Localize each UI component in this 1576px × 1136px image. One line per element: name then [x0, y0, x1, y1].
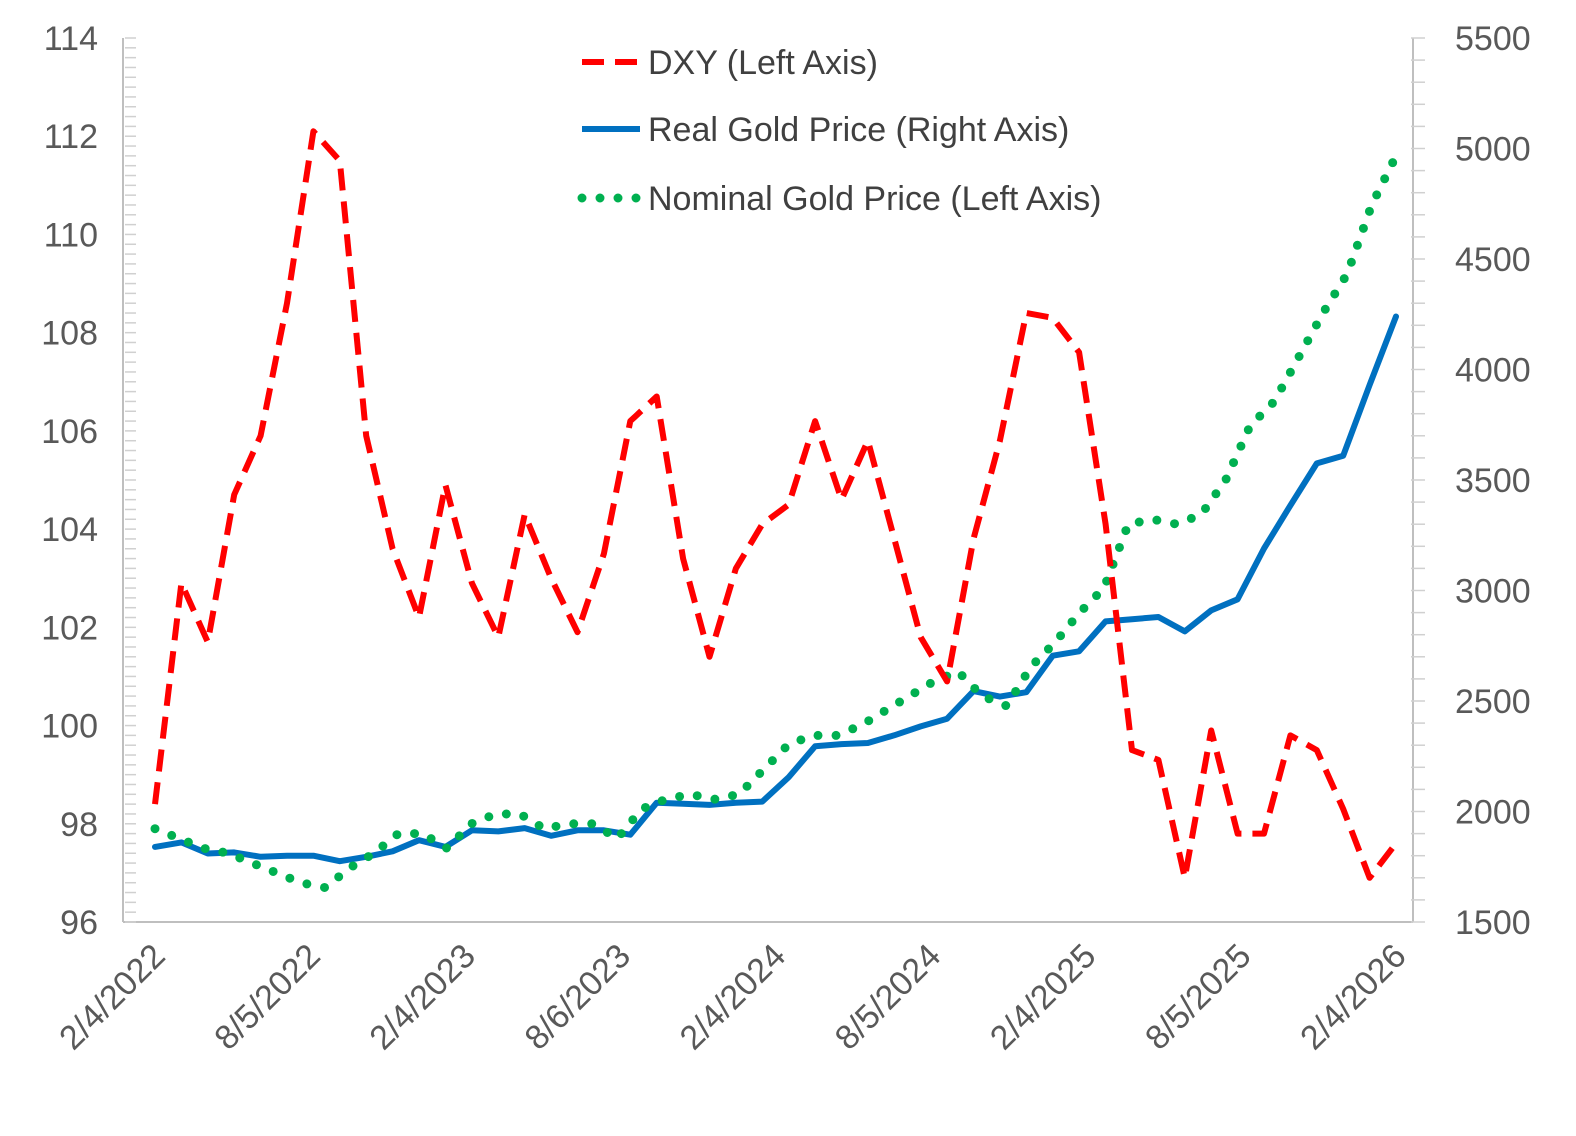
x-axis-tick-labels: 2/4/2022 8/5/2022 2/4/2023 8/6/2023 2/4/2024… [52, 937, 1413, 1057]
x-tick-label-2-4-2023: 2/4/2023 [362, 937, 482, 1057]
x-tick-label-2-4-2022: 2/4/2022 [52, 937, 172, 1057]
x-tick-label-8-6-2023: 8/6/2023 [518, 937, 638, 1057]
left-tick-label-112: 112 [44, 118, 98, 156]
right-tick-label-3500: 3500 [1455, 462, 1531, 500]
right-tick-label-1500: 1500 [1455, 904, 1531, 942]
legend: DXY (Left Axis) Real Gold Price (Right A… [577, 44, 1102, 218]
left-tick-label-104: 104 [41, 511, 98, 549]
left-tick-label-100: 100 [41, 708, 98, 746]
nominal-gold-price-line [150, 151, 1401, 893]
left-tick-label-114: 114 [44, 20, 98, 58]
right-tick-label-4000: 4000 [1455, 352, 1531, 390]
axes [122, 38, 1414, 923]
legend-item-real-gold: Real Gold Price (Right Axis) [582, 111, 1069, 149]
left-tick-label-108: 108 [41, 315, 98, 353]
left-axis-tick-labels: 96 98 100 102 104 106 108 110 112 114 [41, 20, 98, 942]
left-tick-label-110: 110 [44, 216, 98, 254]
left-tick-label-96: 96 [60, 904, 98, 942]
right-tick-label-5000: 5000 [1455, 131, 1531, 169]
left-tick-label-98: 98 [60, 806, 98, 844]
left-tick-label-102: 102 [41, 609, 98, 647]
right-tick-label-5500: 5500 [1455, 20, 1531, 58]
dxy-line [152, 128, 1399, 881]
right-axis-tick-labels: 1500 2000 2500 3000 3500 4000 4500 5000 5500 [1455, 20, 1531, 942]
legend-label-nominal-gold: Nominal Gold Price (Left Axis) [648, 180, 1102, 218]
x-tick-label-2-4-2024: 2/4/2024 [673, 937, 793, 1057]
x-tick-label-8-5-2024: 8/5/2024 [828, 937, 948, 1057]
left-minor-ticks [125, 37, 136, 923]
right-minor-ticks [1411, 37, 1425, 923]
right-tick-label-3000: 3000 [1455, 573, 1531, 611]
x-tick-label-8-5-2025: 8/5/2025 [1138, 937, 1258, 1057]
left-tick-label-106: 106 [41, 413, 98, 451]
right-tick-label-2500: 2500 [1455, 683, 1531, 721]
x-tick-label-2-4-2026: 2/4/2026 [1293, 937, 1413, 1057]
x-tick-label-2-4-2025: 2/4/2025 [983, 937, 1103, 1057]
legend-item-dxy: DXY (Left Axis) [582, 44, 878, 82]
legend-item-nominal-gold: Nominal Gold Price (Left Axis) [577, 180, 1102, 218]
right-tick-label-2000: 2000 [1455, 794, 1531, 832]
real-gold-price-line [152, 313, 1399, 865]
legend-label-dxy: DXY (Left Axis) [648, 44, 878, 82]
right-tick-label-4500: 4500 [1455, 241, 1531, 279]
x-tick-label-8-5-2022: 8/5/2022 [207, 937, 327, 1057]
legend-label-real-gold: Real Gold Price (Right Axis) [648, 111, 1069, 149]
